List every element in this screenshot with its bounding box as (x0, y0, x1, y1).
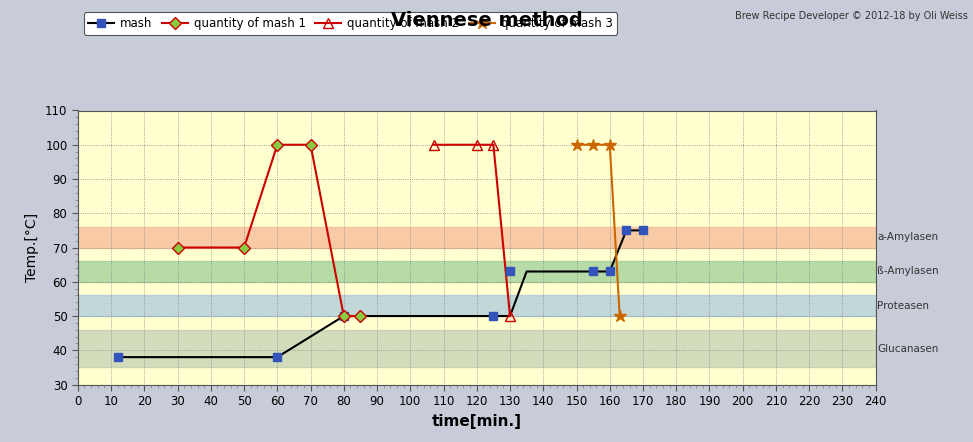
Text: Glucanasen: Glucanasen (878, 343, 939, 354)
Text: Brew Recipe Developer © 2012-18 by Oli Weiss: Brew Recipe Developer © 2012-18 by Oli W… (736, 11, 968, 21)
Text: a-Amylasen: a-Amylasen (878, 232, 938, 242)
Legend: mash, quantity of mash 1, quantity of mash 2, quantity of mash 3: mash, quantity of mash 1, quantity of ma… (84, 12, 617, 35)
Bar (78, 295, 876, 316)
Text: Viennese method: Viennese method (390, 11, 583, 30)
X-axis label: time[min.]: time[min.] (432, 414, 522, 428)
Bar (78, 330, 876, 367)
Bar (78, 227, 876, 248)
Y-axis label: Temp.[°C]: Temp.[°C] (25, 213, 40, 282)
Text: ß-Amylasen: ß-Amylasen (878, 267, 939, 277)
Bar (78, 261, 876, 282)
Text: Proteasen: Proteasen (878, 301, 929, 311)
